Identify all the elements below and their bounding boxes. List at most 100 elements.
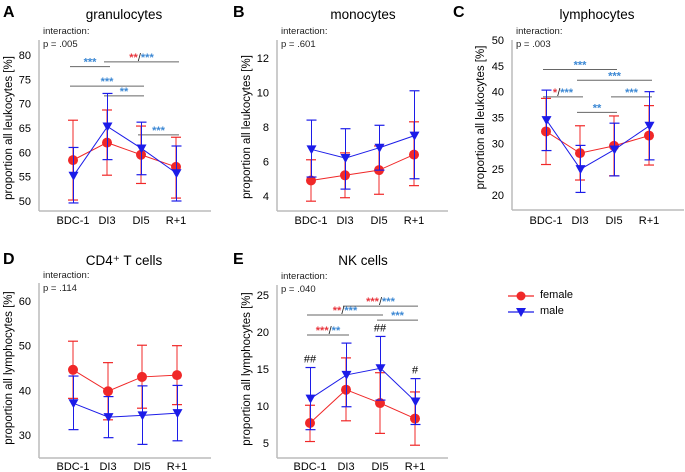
x-tick-label: R+1 [167,461,188,472]
data-point-female [172,370,182,381]
panel-title: monocytes [330,7,396,22]
interaction-label: interaction: [516,26,562,37]
data-point-male [374,143,385,153]
y-axis-label: proportion all leukocytes [%] [475,46,487,190]
significance-label: *** [84,57,98,69]
series-line-male [310,367,416,402]
significance-label: ***/*** [366,296,395,308]
x-tick-label: DI5 [371,461,388,472]
data-point-male [171,169,182,179]
significance-label: */*** [553,87,574,99]
data-point-male [103,413,114,423]
significance-label: *** [391,310,405,322]
y-axis-label: proportion all lymphocytes [%] [241,292,253,445]
x-tick-label: R+1 [639,215,660,227]
significance-label: **/*** [333,305,358,317]
series-line-female [545,131,650,154]
panel-title: NK cells [338,253,388,268]
data-point-male [575,165,586,175]
x-tick-label: DI5 [132,215,149,227]
hash-annotation: ## [374,322,387,334]
series-line-male [311,135,415,159]
data-point-female [103,386,113,397]
series-line-male [73,125,177,176]
y-tick-label: 15 [257,364,269,376]
y-tick-label: 55 [19,172,31,184]
significance-label: ***/** [316,325,341,337]
data-point-male [410,397,421,407]
significance-label: **/*** [129,52,154,64]
y-tick-label: 80 [19,50,31,62]
significance-label: ** [593,102,602,114]
y-tick-label: 35 [492,113,504,125]
significance-label: *** [101,76,115,88]
y-tick-label: 60 [19,147,31,159]
y-tick-label: 65 [19,123,31,135]
x-tick-label: BDC-1 [294,215,327,227]
series-line-male [546,119,650,170]
y-tick-label: 20 [492,190,504,202]
panel-letter: A [3,4,15,21]
series-line-female [72,369,178,392]
x-tick-label: DI5 [370,215,387,227]
hash-annotation: ## [304,354,317,366]
interaction-label: interaction: [43,26,89,37]
y-tick-label: 40 [492,87,504,99]
y-tick-label: 45 [492,61,504,73]
series-line-male [73,402,178,418]
panel-letter: D [3,251,15,268]
series-line-female [309,389,416,424]
legend-label-male: male [540,305,564,317]
data-point-female [306,175,316,186]
y-axis-label: proportion all lymphocytes [%] [3,291,15,444]
x-tick-label: BDC-1 [56,461,89,472]
panel-title: granulocytes [86,7,163,22]
panel-letter: B [233,4,245,21]
data-point-male [541,116,552,126]
panel-title: lymphocytes [559,7,634,22]
x-tick-label: DI3 [571,215,588,227]
interaction-p-value: p = .114 [43,283,77,294]
y-tick-label: 40 [19,385,31,397]
x-tick-label: R+1 [404,215,425,227]
data-point-male [306,145,317,155]
interaction-p-value: p = .005 [43,39,78,50]
data-point-male [136,144,147,154]
data-point-female [137,371,147,382]
data-point-male [340,154,351,164]
x-tick-label: DI3 [98,215,115,227]
x-tick-label: BDC-1 [529,215,562,227]
data-point-male [68,171,79,181]
hash-annotation: # [412,365,419,377]
x-tick-label: DI3 [337,461,354,472]
y-tick-label: 25 [492,164,504,176]
x-tick-label: R+1 [405,461,426,472]
data-point-female [68,364,78,375]
y-tick-label: 8 [263,122,269,134]
y-axis-label: proportion all leukocytes [%] [241,55,253,199]
panel-letter: C [453,4,465,21]
data-point-male [341,370,352,380]
panel-title: CD4⁺ T cells [86,253,163,268]
data-point-male [137,411,148,421]
y-tick-label: 30 [19,430,31,442]
x-tick-label: DI3 [99,461,116,472]
y-tick-label: 50 [492,35,504,47]
data-point-male [68,399,79,409]
interaction-label: interaction: [281,26,327,37]
y-tick-label: 5 [263,438,269,450]
data-point-male [172,409,183,419]
interaction-p-value: p = .040 [281,284,316,295]
y-tick-label: 30 [492,138,504,150]
data-point-male [305,394,316,404]
y-tick-label: 70 [19,99,31,111]
x-tick-label: R+1 [166,215,187,227]
x-tick-label: DI5 [133,461,150,472]
x-tick-label: BDC-1 [293,461,326,472]
data-point-male [644,121,655,131]
x-tick-label: DI5 [605,215,622,227]
